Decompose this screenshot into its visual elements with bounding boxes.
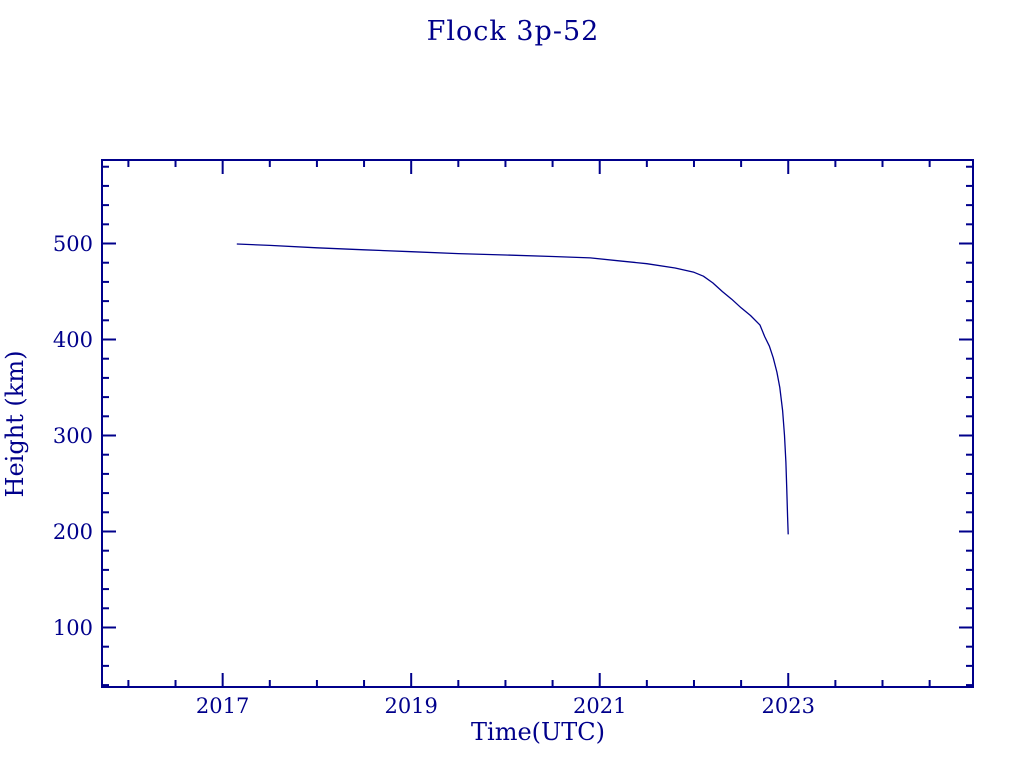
plot-frame (101, 159, 974, 688)
decay-curve (236, 243, 789, 535)
y-axis-tick-label: 100 (53, 616, 93, 640)
x-axis-tick-label: 2019 (384, 694, 437, 718)
y-axis-tick-label: 500 (53, 232, 93, 256)
x-axis-tick-label: 2023 (762, 694, 815, 718)
chart-title: Flock 3p-52 (427, 16, 600, 47)
x-axis-label: Time(UTC) (471, 718, 605, 746)
y-axis-tick-label: 300 (53, 424, 93, 448)
y-axis-tick-label: 200 (53, 520, 93, 544)
y-axis-label: Height (km) (1, 351, 29, 498)
x-axis-tick-label: 2017 (196, 694, 249, 718)
y-axis-tick-label: 400 (53, 328, 93, 352)
plot-area: 2017 2019 2021 2023 100 200 300 400 500 (53, 159, 974, 718)
x-axis-tick-label: 2021 (573, 694, 626, 718)
